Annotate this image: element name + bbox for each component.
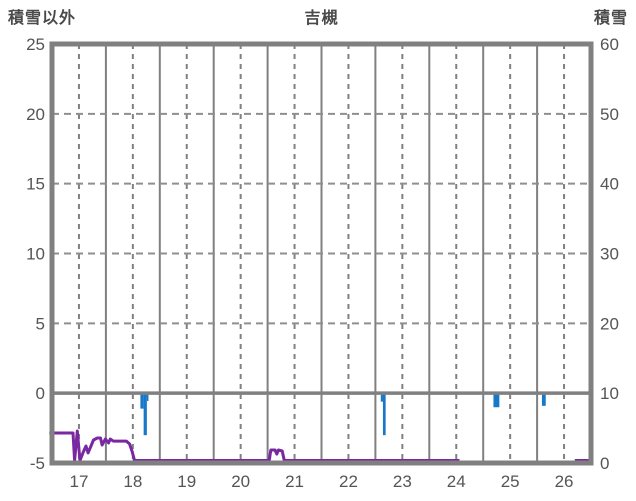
x-axis-tick-label: 26 <box>555 472 574 491</box>
precipitation-bar <box>146 394 149 401</box>
x-axis-tick-label: 18 <box>123 472 142 491</box>
right-axis-tick-label: 10 <box>600 384 619 403</box>
right-axis-tick-label: 50 <box>600 105 619 124</box>
right-axis-tick-label: 0 <box>600 454 609 473</box>
right-axis-tick-label: 30 <box>600 245 619 264</box>
right-axis-title: 積雪 <box>593 10 628 27</box>
x-axis-tick-label: 23 <box>393 472 412 491</box>
left-axis-tick-label: 20 <box>26 105 45 124</box>
x-axis-tick-label: 22 <box>339 472 358 491</box>
left-axis-tick-label: 10 <box>26 245 45 264</box>
precipitation-bar <box>541 394 546 406</box>
left-axis-title: 積雪以外 <box>8 10 77 27</box>
precipitation-bar <box>380 394 383 402</box>
left-axis-tick-label: 5 <box>36 314 45 333</box>
right-axis-tick-label: 40 <box>600 175 619 194</box>
precipitation-bar <box>143 394 147 436</box>
chart-title: 吉槻 <box>304 10 339 27</box>
precipitation-bar <box>493 394 500 408</box>
left-axis-tick-label: 25 <box>26 35 45 54</box>
x-axis-tick-label: 17 <box>69 472 88 491</box>
plot-border <box>49 41 594 466</box>
x-axis-tick-label: 20 <box>231 472 250 491</box>
x-axis-tick-label: 19 <box>177 472 196 491</box>
x-axis-tick-label: 25 <box>501 472 520 491</box>
right-axis-tick-label: 60 <box>600 35 619 54</box>
precipitation-bar <box>382 394 386 436</box>
non-snow-element-line <box>49 429 460 462</box>
left-axis-tick-label: -5 <box>30 454 45 473</box>
x-axis-tick-label: 24 <box>447 472 466 491</box>
right-axis-tick-label: 20 <box>600 314 619 333</box>
left-axis-tick-label: 15 <box>26 175 45 194</box>
precipitation-bar <box>140 394 144 409</box>
x-axis-tick-label: 21 <box>285 472 304 491</box>
left-axis-tick-label: 0 <box>36 384 45 403</box>
